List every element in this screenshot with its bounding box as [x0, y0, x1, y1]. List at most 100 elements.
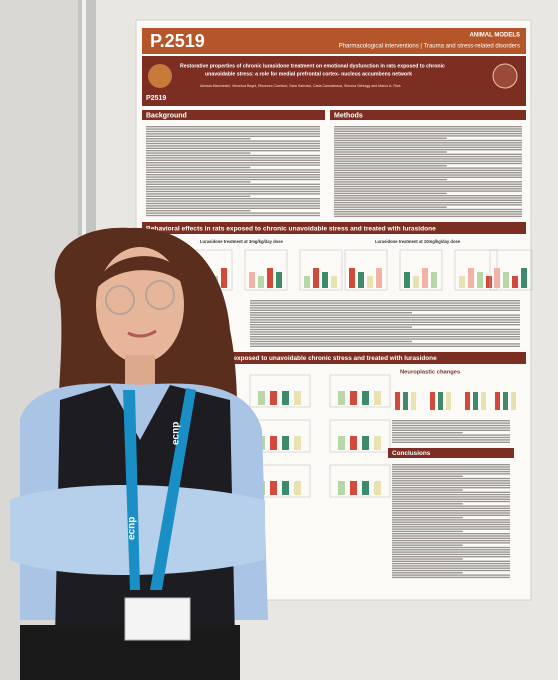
- text-line: [146, 183, 320, 185]
- text-line: [392, 521, 510, 523]
- text-line: [334, 201, 522, 204]
- chart-bar: [338, 391, 345, 405]
- text-line: [146, 188, 320, 190]
- fringe: [95, 256, 190, 290]
- chart-bar: [503, 392, 508, 410]
- text-line: [392, 565, 510, 567]
- text-line: [250, 312, 412, 314]
- text-line: [250, 336, 520, 338]
- text-line: [392, 493, 510, 496]
- chart-bar: [358, 272, 364, 288]
- face: [96, 247, 184, 363]
- text-line: [392, 434, 510, 436]
- poster-code: P.2519: [150, 31, 205, 51]
- text-line: [250, 345, 520, 347]
- text-line: [392, 496, 510, 498]
- text-line: [392, 468, 510, 470]
- text-line: [392, 551, 510, 553]
- text-line: [392, 523, 510, 526]
- text-line: [146, 207, 320, 209]
- text-line: [334, 155, 522, 158]
- chart-bar: [465, 392, 470, 410]
- text-line: [334, 135, 522, 137]
- text-line: [334, 144, 522, 146]
- chart-frame: [244, 249, 288, 291]
- lower-banner-bar: [142, 352, 526, 364]
- text-line: [334, 130, 522, 132]
- panel-title: Lurasidone treatment at 10mg/kg/day dose: [375, 239, 461, 244]
- text-line: [146, 147, 320, 149]
- text-line: [392, 537, 510, 539]
- text-line: [146, 214, 320, 217]
- text-line: [392, 560, 510, 562]
- text-line: [334, 213, 522, 215]
- chart-bar: [313, 268, 319, 288]
- text-line: [334, 188, 522, 190]
- chart-bar: [304, 276, 310, 288]
- text-line: [334, 126, 522, 128]
- text-line: [146, 212, 320, 214]
- poster-topic: Pharmacological interventions | Trauma a…: [339, 44, 520, 50]
- text-line: [392, 491, 510, 493]
- text-line: [392, 539, 510, 542]
- text-line: [146, 154, 320, 157]
- text-line: [334, 167, 522, 169]
- text-line: [146, 138, 251, 140]
- chart-bar: [438, 392, 443, 410]
- chart-bar: [495, 392, 500, 410]
- text-line: [392, 505, 510, 507]
- text-line: [146, 164, 320, 166]
- text-line: [392, 526, 510, 528]
- chart-bar: [258, 391, 265, 405]
- text-line: [392, 500, 510, 503]
- chart-bar: [512, 276, 518, 288]
- text-line: [334, 151, 447, 153]
- section-title: Methods: [334, 112, 363, 119]
- text-line: [250, 331, 520, 333]
- text-line: [392, 427, 510, 429]
- chart-bar: [362, 391, 369, 405]
- text-line: [334, 169, 522, 172]
- chart-frame: [329, 419, 391, 453]
- poster-title-1: Restorative properties of chronic lurasi…: [180, 63, 445, 69]
- text-line: [250, 324, 520, 326]
- text-line: [146, 198, 320, 200]
- text-line: [392, 424, 510, 427]
- chart-bar: [431, 272, 437, 288]
- chart-bar: [413, 276, 419, 288]
- badge-code: P2519: [146, 95, 166, 102]
- chart-bar: [267, 268, 273, 288]
- text-line: [146, 140, 320, 142]
- text-line: [392, 558, 463, 560]
- chart-bar: [404, 272, 410, 288]
- chart-bar: [511, 392, 516, 410]
- text-line: [392, 542, 510, 544]
- chart-bar: [481, 392, 486, 410]
- text-line: [392, 530, 463, 533]
- text-line: [334, 206, 447, 208]
- text-line: [250, 319, 520, 321]
- text-line: [392, 553, 510, 556]
- chart-bar: [374, 481, 381, 495]
- text-line: [250, 343, 520, 345]
- banner: Behavioral effects in rats exposed to ch…: [146, 225, 436, 232]
- text-line: [334, 172, 522, 174]
- text-line: [146, 202, 320, 205]
- poster-authors: Alessia Marchesini, Veronica Begni, Eleo…: [200, 84, 401, 88]
- text-line: [334, 139, 522, 142]
- text-line: [392, 420, 510, 422]
- chart-bar: [362, 436, 369, 450]
- chart-frame: [329, 374, 391, 408]
- lanyard-right: [150, 388, 196, 590]
- text-line: [392, 533, 510, 535]
- text-line: [146, 128, 320, 130]
- text-line: [392, 432, 463, 434]
- text-line: [334, 174, 522, 176]
- chart-bar: [349, 268, 355, 288]
- text-line: [146, 162, 320, 164]
- text-line: [146, 130, 320, 133]
- text-line: [392, 512, 510, 514]
- body-text: [146, 126, 522, 579]
- chart-bar: [294, 391, 301, 405]
- text-line: [334, 146, 522, 149]
